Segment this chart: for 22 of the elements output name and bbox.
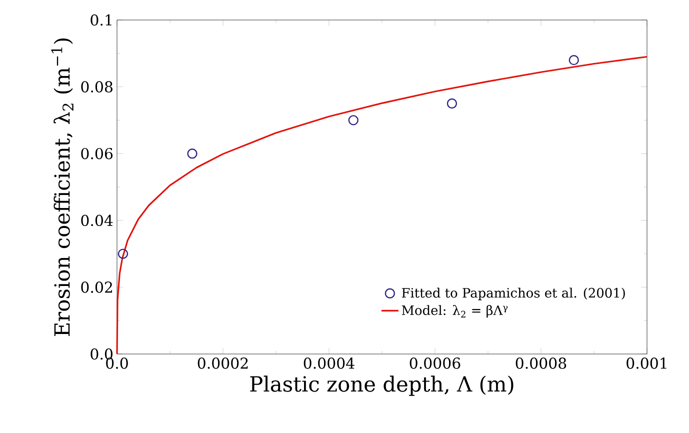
x-tick-label: 0.0008 (516, 358, 566, 369)
y-tick-label: 0.1 (90, 14, 112, 26)
x-tick-label: 0.0006 (410, 358, 460, 369)
x-tick-label: 0.0002 (198, 358, 248, 369)
y-tick-label: 0.02 (81, 282, 112, 293)
y-tick-label: 0.06 (81, 148, 113, 160)
x-tick-label: 0.0004 (304, 358, 354, 369)
x-tick-label: 0.0 (106, 358, 128, 369)
point (568, 54, 579, 66)
x-tick-label: 0.001 (626, 358, 666, 369)
point (187, 148, 198, 159)
y-tick-label: 0.04 (81, 214, 113, 226)
x-axis-title: Plastic zone depth, Λ (m) (250, 376, 514, 396)
legend-label: Model: λ$_{2}$ = βΛ$^{γ}$ (402, 305, 508, 318)
y-axis-title: Erosion coefficient, λ$_{2}$ (m$^{−1}$) (51, 38, 74, 336)
point (446, 98, 458, 109)
point (118, 248, 128, 259)
y-tick-label: 0.0 (90, 348, 112, 360)
legend-label: Fitted to Papamichos et al. (2001) (402, 288, 625, 300)
point (348, 115, 358, 126)
line-series (116, 56, 648, 355)
y-tick-label: 0.08 (81, 81, 112, 92)
